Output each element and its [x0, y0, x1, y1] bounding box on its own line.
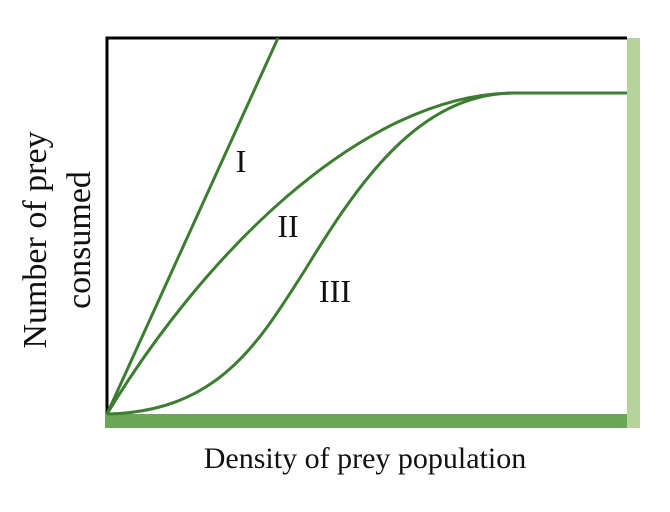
right-bar — [627, 38, 640, 428]
x-axis-label: Density of prey population — [204, 442, 526, 475]
curve-i — [105, 37, 280, 415]
curve-label: III — [319, 273, 351, 309]
curve-label: II — [277, 208, 298, 244]
curve-ii — [105, 91, 627, 415]
bottom-bar — [105, 414, 627, 428]
curve-label: I — [236, 143, 247, 179]
y-axis-label: consumed — [61, 171, 98, 309]
curves — [105, 37, 627, 416]
plot-border — [105, 36, 627, 414]
y-axis-label: Number of prey — [17, 131, 54, 348]
curve-iii — [106, 91, 516, 416]
